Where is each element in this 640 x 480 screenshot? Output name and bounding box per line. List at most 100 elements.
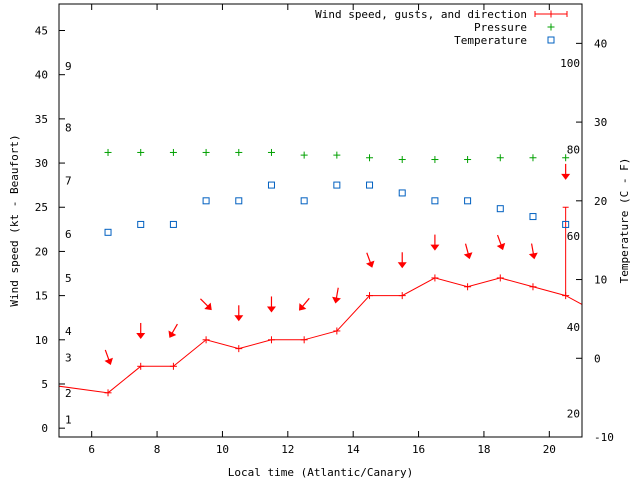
arrow-shaft bbox=[301, 297, 310, 308]
arrow-head bbox=[496, 242, 506, 251]
pressure-point bbox=[267, 148, 275, 156]
y-axis-label-right: Temperature (C - F) bbox=[618, 158, 631, 284]
wind-speed-point bbox=[398, 292, 406, 300]
pressure-point bbox=[529, 154, 537, 162]
y-tick-label-left: 10 bbox=[35, 334, 48, 347]
fahrenheit-label: 100 bbox=[560, 57, 580, 70]
arrow-head bbox=[463, 252, 473, 260]
wind-direction-arrow bbox=[332, 287, 341, 304]
pressure-point bbox=[137, 148, 145, 156]
legend-label: Pressure bbox=[474, 21, 527, 34]
temperature-point bbox=[267, 181, 275, 189]
y-tick-label-left: 0 bbox=[41, 422, 48, 435]
beaufort-label: 1 bbox=[65, 413, 72, 426]
beaufort-label: 7 bbox=[65, 175, 72, 188]
x-tick-label: 16 bbox=[412, 443, 425, 456]
arrow-head bbox=[234, 315, 244, 322]
x-tick-label: 8 bbox=[154, 443, 161, 456]
axis-ticks: 6 8 10 12 14 16 18 20051015202530354045-1001020… bbox=[35, 4, 614, 456]
arrow-head bbox=[397, 262, 407, 269]
legend: Wind speed, gusts, and directionPressure… bbox=[315, 8, 568, 47]
beaufort-label: 2 bbox=[65, 387, 72, 400]
pressure-point bbox=[235, 148, 243, 156]
wind-direction-arrow bbox=[266, 296, 276, 313]
legend-marker bbox=[547, 23, 555, 31]
wind-direction-arrow bbox=[561, 163, 571, 180]
temperature-point bbox=[562, 220, 570, 228]
arrow-head bbox=[136, 332, 146, 339]
temperature-point bbox=[202, 197, 210, 205]
wind-speed-point bbox=[333, 327, 341, 335]
arrow-head bbox=[204, 302, 212, 311]
pressure-point bbox=[431, 156, 439, 164]
arrow-shaft bbox=[200, 298, 209, 307]
wind-speed-line bbox=[59, 277, 582, 394]
wind-speed-point bbox=[267, 336, 275, 344]
arrow-head bbox=[561, 173, 571, 180]
y-tick-label-left: 30 bbox=[35, 157, 48, 170]
temperature-point bbox=[366, 181, 374, 189]
temperature-point bbox=[137, 220, 145, 228]
wind-speed-point bbox=[431, 274, 439, 282]
fahrenheit-label: 40 bbox=[567, 321, 580, 334]
y-axis-label-left: Wind speed (kt - Beaufort) bbox=[8, 134, 21, 306]
x-tick-label: 20 bbox=[543, 443, 556, 456]
y-tick-label-right: 0 bbox=[594, 352, 601, 365]
x-tick-label: 10 bbox=[216, 443, 229, 456]
pressure-point bbox=[300, 151, 308, 159]
pressure-point bbox=[464, 156, 472, 164]
temperature-point bbox=[529, 213, 537, 221]
wind-direction-arrow bbox=[397, 252, 407, 269]
wind-speed-point bbox=[137, 362, 145, 370]
x-tick-label: 14 bbox=[347, 443, 361, 456]
wind-direction-arrow bbox=[463, 243, 473, 260]
wind-direction-arrow bbox=[430, 234, 440, 251]
y-tick-label-left: 35 bbox=[35, 113, 48, 126]
temperature-point bbox=[464, 197, 472, 205]
wind-speed-point bbox=[300, 336, 308, 344]
fahrenheit-label: 80 bbox=[567, 144, 580, 157]
temperature-point bbox=[300, 197, 308, 205]
arrow-head bbox=[104, 357, 113, 365]
wind-direction-arrow bbox=[528, 243, 538, 260]
wind-direction-arrow bbox=[200, 298, 212, 311]
wind-direction-arrow bbox=[136, 322, 146, 339]
wind-speed-point bbox=[496, 274, 504, 282]
x-tick-label: 18 bbox=[477, 443, 490, 456]
beaufort-label: 6 bbox=[65, 228, 72, 241]
beaufort-label: 4 bbox=[65, 325, 72, 338]
pressure-point bbox=[398, 156, 406, 164]
pressure-point bbox=[333, 151, 341, 159]
pressure-point bbox=[202, 148, 210, 156]
arrow-shaft bbox=[171, 323, 178, 334]
beaufort-label: 9 bbox=[65, 60, 72, 73]
wind-speed-point bbox=[169, 362, 177, 370]
pressure-point bbox=[496, 154, 504, 162]
pressure-point bbox=[366, 154, 374, 162]
temperature-point bbox=[431, 197, 439, 205]
arrow-head bbox=[299, 303, 307, 311]
wind-speed-point bbox=[595, 310, 602, 317]
wind-direction-arrow bbox=[168, 323, 178, 338]
temperature-point bbox=[169, 220, 177, 228]
beaufort-label: 3 bbox=[65, 351, 72, 364]
y-tick-label-right: 10 bbox=[594, 274, 607, 287]
pressure-point bbox=[104, 148, 112, 156]
y-tick-label-left: 40 bbox=[35, 69, 48, 82]
wind-direction-arrow bbox=[104, 349, 113, 365]
arrow-shaft bbox=[366, 252, 372, 264]
plot-frame bbox=[58, 3, 583, 438]
y-tick-label-right: -10 bbox=[594, 431, 614, 444]
temperature-point bbox=[496, 205, 504, 213]
legend-label: Wind speed, gusts, and direction bbox=[315, 8, 527, 21]
beaufort-label: 8 bbox=[65, 122, 72, 135]
wind-speed-point bbox=[235, 345, 243, 353]
arrow-head bbox=[365, 260, 375, 268]
pressure-point bbox=[562, 154, 570, 162]
pressure-point bbox=[169, 148, 177, 156]
wind-direction-arrow bbox=[365, 252, 375, 268]
x-tick-label: 6 bbox=[88, 443, 95, 456]
arrow-shaft bbox=[530, 243, 535, 255]
arrow-head bbox=[266, 306, 276, 313]
wind-speed-point bbox=[202, 336, 210, 344]
